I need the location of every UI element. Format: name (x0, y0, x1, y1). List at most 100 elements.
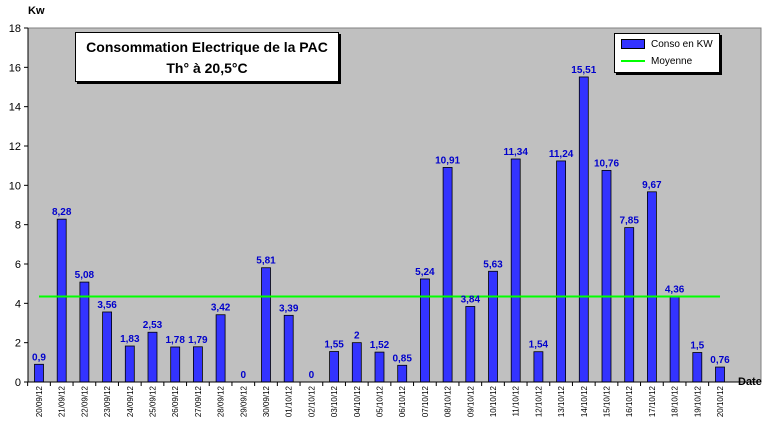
bar (351, 342, 362, 383)
x-tick-label: 27/09/12 (194, 385, 203, 417)
bar (102, 311, 112, 383)
bar (556, 160, 566, 383)
data-label: 2,53 (143, 320, 163, 331)
y-tick-label: 12 (9, 141, 21, 153)
x-tick-label: 12/10/12 (534, 385, 543, 417)
data-label: 0 (241, 370, 247, 381)
x-tick-label: 08/10/12 (444, 385, 453, 417)
x-tick-label: 05/10/12 (376, 385, 385, 417)
data-label: 10,91 (435, 155, 460, 166)
bar (147, 331, 158, 383)
data-label: 0 (309, 370, 315, 381)
data-label: 5,63 (483, 259, 503, 270)
x-tick-label: 23/09/12 (103, 385, 112, 417)
x-tick-label: 20/10/12 (716, 385, 725, 417)
x-tick-label: 28/09/12 (217, 385, 226, 417)
legend-swatch-line (621, 60, 645, 62)
data-label: 3,42 (211, 303, 231, 314)
data-label: 2 (354, 331, 360, 342)
x-axis: 20/09/12 21/09/12 22/09/12 23/09/12 24/09/12… (27, 381, 761, 417)
data-label: 0,76 (710, 355, 730, 366)
data-label: 1,83 (120, 334, 140, 345)
x-tick-label: 17/10/12 (648, 385, 657, 417)
x-tick-label: 10/10/12 (489, 385, 498, 417)
data-label: 5,81 (256, 256, 276, 267)
bar (488, 270, 498, 383)
bar (215, 314, 226, 383)
data-label: 0,85 (392, 353, 412, 364)
data-label: 15,51 (571, 65, 596, 76)
x-tick-label: 20/09/12 (35, 385, 44, 417)
y-tick-label: 0 (15, 377, 21, 389)
data-labels-group: 0,9 8,28 5,08 3,56 1,832,531,78 1,79 3,42 0 5,81… (32, 65, 730, 381)
bar (692, 352, 703, 383)
x-tick-label: 26/09/12 (171, 385, 180, 417)
x-tick-label: 07/10/12 (421, 385, 430, 417)
y-tick-label: 16 (9, 62, 21, 74)
x-tick-label: 03/10/12 (330, 385, 339, 417)
x-tick-label: 14/10/12 (580, 385, 589, 417)
data-label: 4,36 (665, 284, 685, 295)
legend-label-conso: Conso en KW (651, 38, 713, 50)
bar (397, 364, 408, 383)
data-label: 1,5 (690, 341, 704, 352)
plot-area (27, 27, 762, 383)
x-tick-label: 13/10/12 (557, 385, 566, 417)
legend-item-moyenne: Moyenne (621, 54, 692, 68)
x-tick-label: 04/10/12 (353, 385, 362, 417)
x-tick-label: 09/10/12 (466, 385, 475, 417)
chart-subtitle: Th° à 20,5°C (166, 60, 248, 76)
bar (647, 191, 657, 383)
data-label: 9,67 (642, 180, 662, 191)
bar (192, 346, 203, 383)
y-tick-label: 14 (9, 102, 21, 114)
data-label: 1,79 (188, 335, 208, 346)
data-label: 0,9 (32, 352, 46, 363)
data-label: 3,56 (97, 300, 117, 311)
legend: Conso en KW Moyenne (614, 33, 720, 73)
data-label: 1,54 (529, 340, 549, 351)
x-tick-label: 16/10/12 (625, 385, 634, 417)
data-label: 1,78 (165, 335, 185, 346)
bar (624, 227, 635, 383)
legend-item-conso: Conso en KW (621, 37, 713, 51)
data-label: 1,52 (370, 340, 390, 351)
data-label: 7,85 (619, 216, 639, 227)
x-tick-label: 25/09/12 (149, 385, 158, 417)
x-tick-label: 22/09/12 (80, 385, 89, 417)
x-tick-label: 11/10/12 (512, 385, 521, 416)
y-axis: 0 2 4 6 8 10 12 14 16 18 (9, 23, 29, 389)
data-label: 8,28 (52, 207, 72, 218)
bar (669, 295, 680, 383)
x-tick-label: 06/10/12 (398, 385, 407, 417)
chart-title: Consommation Electrique de la PAC (86, 39, 328, 55)
bar (578, 76, 589, 383)
data-label: 5,08 (75, 270, 95, 281)
y-tick-label: 10 (9, 180, 21, 192)
bar (715, 366, 725, 383)
bar (170, 346, 181, 383)
data-label: 3,84 (461, 294, 481, 305)
x-tick-label: 19/10/12 (693, 385, 702, 417)
bar (329, 351, 340, 383)
data-label: 5,24 (415, 267, 435, 278)
x-tick-label: 01/10/12 (285, 385, 294, 417)
bar (261, 267, 271, 383)
x-tick-label: 15/10/12 (603, 385, 612, 417)
data-label: 3,39 (279, 303, 299, 314)
y-tick-label: 4 (15, 298, 21, 310)
y-tick-label: 6 (15, 259, 21, 271)
x-tick-label: 24/09/12 (126, 385, 135, 417)
chart-title-box: Consommation Electrique de la PAC Th° à … (75, 32, 339, 82)
x-tick-label: 18/10/12 (671, 385, 680, 417)
data-label: 11,34 (503, 147, 528, 158)
bar (510, 158, 521, 383)
data-label: 1,55 (324, 340, 344, 351)
x-tick-label: 21/09/12 (58, 385, 67, 417)
legend-swatch-bar (621, 39, 645, 49)
x-tick-label: 29/09/12 (239, 385, 248, 417)
bars-group (34, 76, 725, 383)
y-axis-unit: Kw (28, 5, 45, 17)
bar (601, 169, 612, 383)
